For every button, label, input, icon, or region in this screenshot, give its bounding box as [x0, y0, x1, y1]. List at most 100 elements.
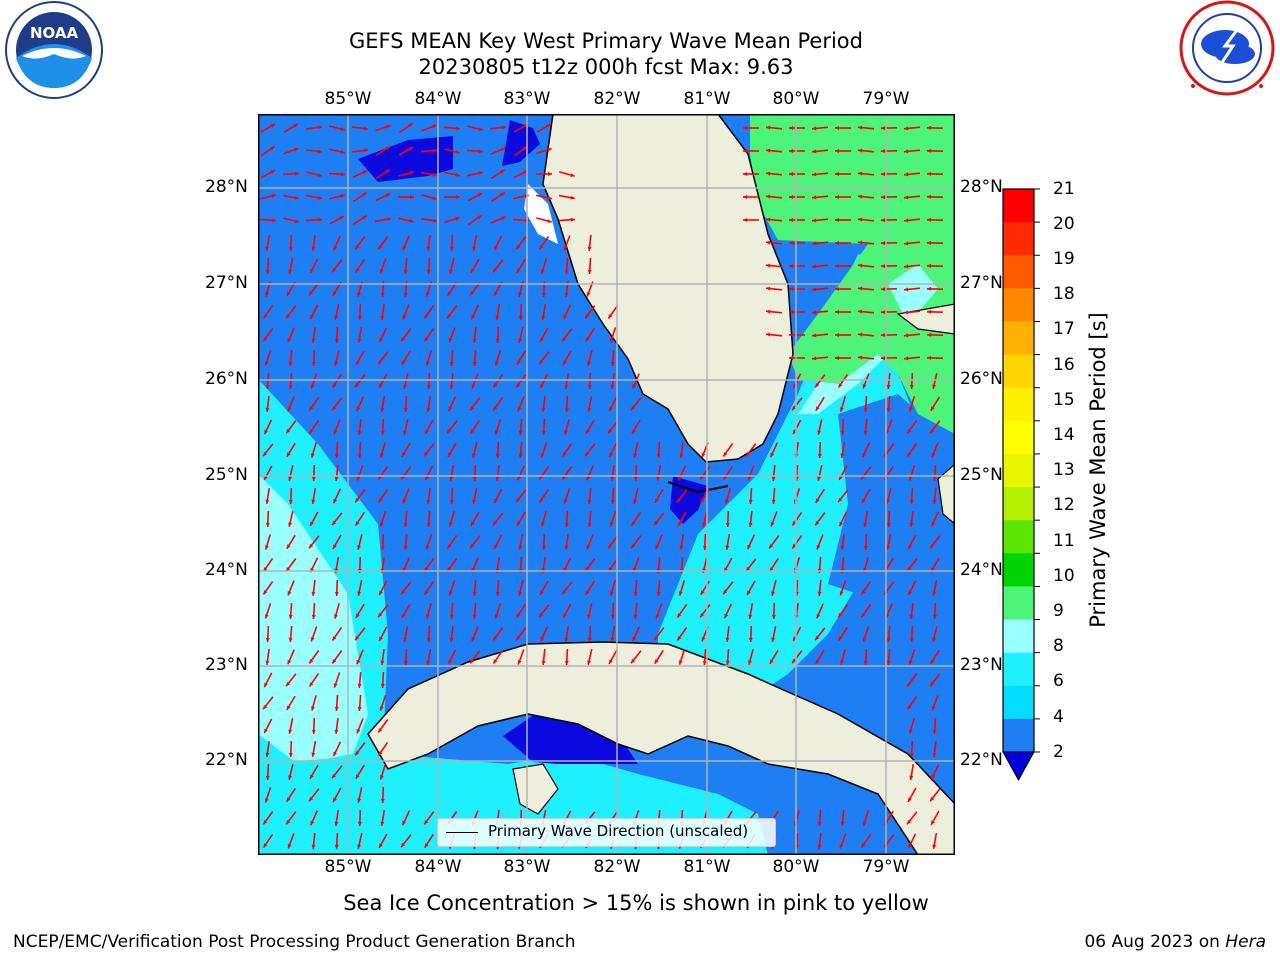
wave-arrow-head: [478, 171, 483, 176]
wave-arrow-head: [310, 521, 314, 526]
wave-arrow-head: [862, 498, 866, 503]
wave-arrow-head: [656, 453, 661, 458]
wave-arrow-head: [861, 590, 866, 595]
wave-arrow-head: [812, 172, 817, 177]
wave-arrow-head: [587, 637, 592, 642]
wave-arrow-head: [455, 172, 460, 177]
wave-arrow-head: [908, 544, 912, 550]
wave-arrow-head: [334, 453, 339, 458]
colorbar-tick: 6: [1053, 671, 1064, 691]
wave-arrow-head: [835, 333, 839, 337]
lat-lon-grid: [258, 114, 955, 855]
wave-arrow-head: [357, 591, 362, 596]
wave-arrow-head: [378, 751, 383, 756]
wave-arrow-head: [340, 127, 345, 131]
wave-arrow-head: [493, 659, 498, 664]
wave-arrow-head: [541, 660, 546, 665]
wave-arrow-head: [265, 752, 270, 757]
wave-arrow-head: [332, 268, 337, 273]
wave-arrow-head: [927, 125, 932, 130]
colorbar-segment: [1003, 453, 1034, 488]
wave-arrow-head: [747, 476, 752, 481]
wave-arrow-head: [516, 613, 521, 618]
wave-arrow-head: [678, 591, 683, 596]
wave-arrow-head: [700, 498, 705, 503]
wave-arrow-head: [608, 544, 613, 549]
wave-arrow-head: [539, 612, 544, 618]
wave-arrow-head: [840, 407, 844, 412]
wave-arrow-head: [518, 545, 523, 550]
wave-arrow-head: [311, 246, 316, 251]
wave-arrow-head: [334, 706, 339, 711]
wave-arrow-head: [748, 660, 752, 665]
wave-arrow-head: [858, 125, 863, 130]
wave-arrow-head: [564, 407, 569, 412]
wave-arrow-head: [333, 430, 338, 435]
wave-arrow-head: [432, 196, 437, 200]
wave-arrow-head: [586, 475, 591, 481]
wave-arrow-head: [908, 590, 912, 596]
wave-arrow-head: [931, 820, 935, 825]
wave-arrow-head: [287, 337, 292, 343]
colorbar-tick: 17: [1053, 319, 1075, 339]
wave-arrow-head: [932, 476, 937, 481]
wave-arrow-head: [862, 384, 867, 389]
wave-arrow-head: [932, 499, 937, 504]
map-legend: Primary Wave Direction (unscaled): [437, 818, 776, 847]
lat-label-right: 23°N: [960, 655, 1003, 675]
wave-arrow-head: [908, 476, 913, 481]
wave-arrow-head: [904, 218, 909, 223]
wave-arrow-head: [357, 706, 362, 711]
wave-arrow-head: [725, 499, 729, 504]
wave-arrow-head: [766, 194, 771, 199]
wave-arrow-head: [723, 589, 728, 595]
wave-arrow-head: [858, 171, 863, 176]
wave-arrow-head: [263, 337, 268, 342]
wave-arrow-head: [610, 476, 615, 481]
wave-arrow-head: [448, 659, 452, 665]
wave-arrow-head: [380, 407, 385, 412]
wave-arrow-head: [432, 148, 437, 153]
wave-arrow-head: [401, 842, 406, 848]
wave-arrow-head: [286, 682, 291, 687]
wave-period-map: [258, 114, 955, 855]
wave-arrow-head: [562, 452, 567, 457]
wave-arrow-head: [378, 612, 383, 618]
wave-arrow-head: [288, 775, 292, 780]
wave-arrow-head: [311, 752, 316, 757]
colorbar-segment: [1003, 321, 1034, 356]
wave-arrow-head: [858, 355, 863, 360]
wave-arrow-head: [286, 452, 291, 457]
wave-arrow-head: [265, 775, 270, 780]
wave-arrow-head: [766, 286, 771, 291]
wave-arrow-head: [564, 637, 569, 642]
wave-arrow-head: [562, 589, 567, 595]
wave-arrow-head: [263, 590, 268, 595]
wave-arrow-head: [817, 430, 822, 435]
wave-direction-arrows: [259, 122, 944, 850]
wave-arrow-head: [862, 821, 867, 826]
wave-arrow-head: [587, 614, 592, 619]
wave-arrow-head: [570, 195, 575, 200]
wave-arrow-head: [288, 384, 293, 389]
wave-arrow-head: [677, 613, 682, 618]
wave-arrow-head: [608, 428, 613, 434]
wave-arrow-head: [540, 636, 545, 642]
wave-arrow-head: [835, 172, 839, 176]
wave-arrow-head: [817, 591, 822, 596]
wave-arrow-head: [356, 476, 361, 481]
wave-arrow-head: [332, 406, 337, 411]
wave-arrow-head: [930, 429, 935, 434]
wave-arrow-head: [471, 636, 476, 642]
wave-arrow-head: [424, 337, 429, 342]
wave-arrow-head: [881, 264, 885, 269]
wave-arrow-head: [403, 292, 408, 297]
wave-arrow-head: [518, 430, 523, 435]
wave-arrow-head: [425, 429, 429, 434]
wave-arrow-head: [792, 658, 797, 664]
lat-label-right: 25°N: [960, 465, 1003, 485]
lat-label-right: 28°N: [960, 177, 1003, 197]
wave-arrow-head: [909, 384, 914, 389]
wave-arrow-head: [585, 429, 590, 434]
wave-arrow-head: [455, 126, 460, 131]
